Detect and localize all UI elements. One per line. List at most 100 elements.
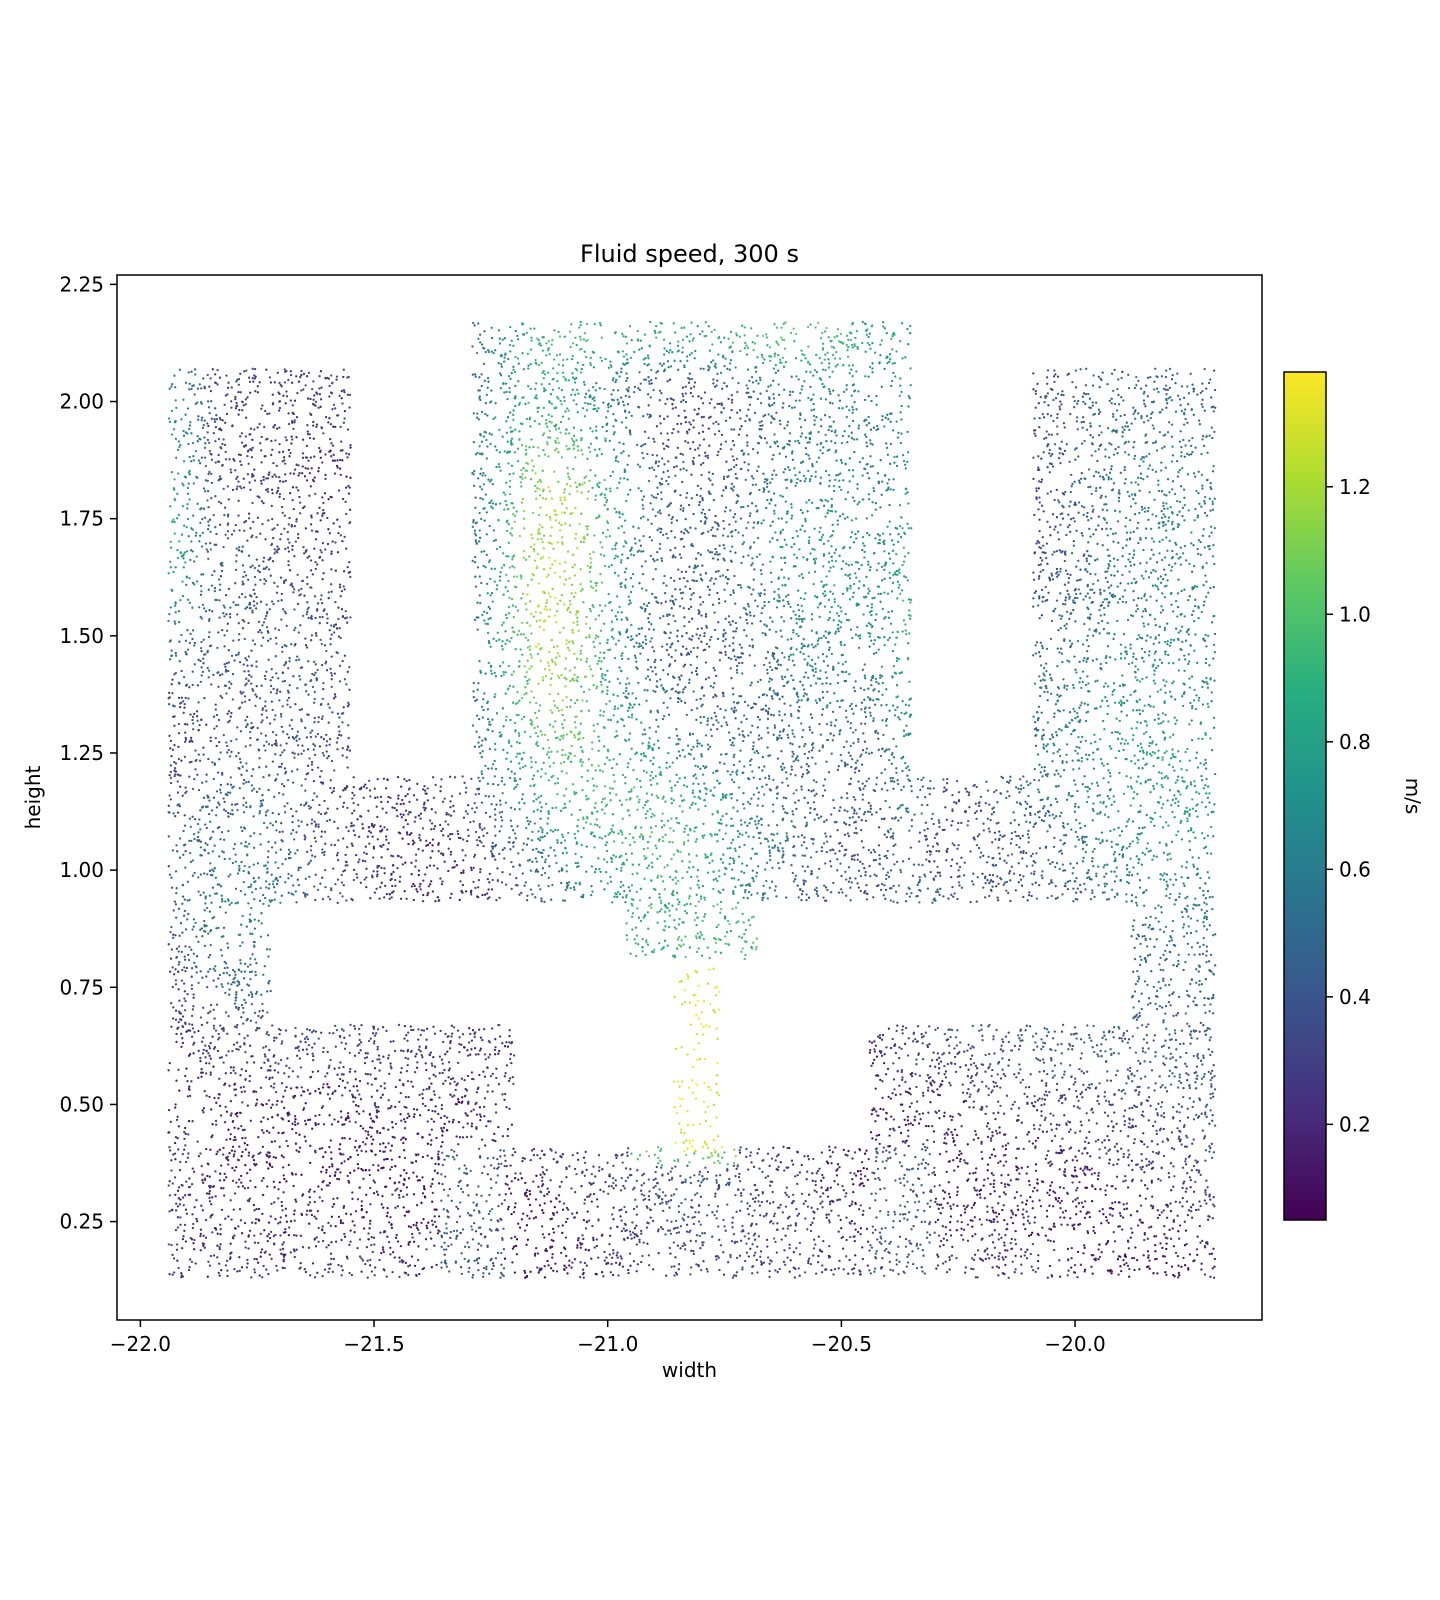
scatter-point — [684, 420, 688, 424]
scatter-point — [346, 565, 349, 569]
scatter-point — [240, 487, 243, 490]
scatter-point — [726, 847, 729, 850]
scatter-point — [202, 487, 206, 490]
scatter-point — [210, 584, 214, 587]
scatter-point — [613, 895, 616, 898]
scatter-point — [556, 841, 559, 844]
scatter-point — [167, 835, 170, 838]
scatter-point — [574, 882, 578, 885]
scatter-point — [200, 1023, 204, 1027]
scatter-point — [178, 368, 181, 371]
scatter-point — [241, 564, 245, 567]
scatter-point — [253, 898, 256, 901]
scatter-point — [365, 786, 368, 790]
scatter-point — [723, 381, 726, 385]
scatter-point — [238, 1032, 241, 1036]
scatter-point — [234, 902, 237, 905]
scatter-point — [330, 887, 333, 890]
scatter-point — [328, 532, 332, 535]
scatter-point — [223, 443, 227, 447]
scatter-point — [258, 697, 262, 700]
scatter-point — [192, 722, 195, 725]
scatter-point — [226, 1032, 229, 1035]
scatter-point — [239, 730, 243, 733]
scatter-point — [482, 471, 485, 475]
scatter-point — [321, 876, 324, 879]
scatter-point — [769, 560, 772, 563]
scatter-point — [176, 780, 179, 783]
scatter-point — [556, 645, 559, 648]
scatter-point — [422, 803, 426, 806]
scatter-point — [259, 805, 262, 808]
scatter-point — [228, 974, 231, 977]
scatter-point — [337, 839, 340, 842]
scatter-point — [189, 558, 192, 562]
scatter-point — [431, 776, 435, 779]
scatter-point — [288, 684, 291, 687]
scatter-point — [312, 424, 315, 427]
scatter-point — [280, 894, 283, 897]
scatter-point — [310, 514, 313, 517]
scatter-point — [813, 423, 816, 426]
scatter-point — [352, 829, 355, 832]
scatter-point — [241, 627, 245, 630]
scatter-point — [187, 471, 191, 474]
scatter-point — [648, 344, 651, 347]
scatter-point — [264, 749, 267, 752]
scatter-point — [460, 890, 463, 893]
scatter-point — [567, 409, 570, 412]
scatter-point — [388, 897, 391, 900]
scatter-point — [245, 416, 248, 419]
scatter-point — [265, 765, 268, 768]
scatter-point — [599, 870, 602, 874]
scatter-point — [254, 970, 257, 974]
scatter-point — [243, 1090, 246, 1093]
scatter-point — [260, 631, 263, 634]
scatter-point — [342, 801, 346, 805]
scatter-point — [264, 488, 268, 492]
scatter-point — [236, 901, 239, 904]
scatter-point — [311, 768, 314, 772]
scatter-point — [864, 819, 868, 822]
scatter-point — [248, 1044, 252, 1047]
scatter-point — [372, 847, 376, 850]
scatter-point — [905, 711, 908, 714]
scatter-point — [352, 776, 355, 779]
scatter-point — [301, 506, 305, 510]
scatter-point — [244, 801, 248, 804]
scatter-point — [189, 632, 192, 636]
scatter-point — [380, 881, 383, 884]
scatter-point — [384, 787, 388, 790]
scatter-point — [225, 1176, 228, 1179]
scatter-point — [235, 547, 238, 550]
scatter-point — [229, 715, 232, 718]
scatter-point — [314, 560, 317, 564]
scatter-point — [516, 691, 519, 694]
scatter-point — [891, 379, 894, 383]
scatter-point — [835, 474, 838, 477]
scatter-point — [242, 404, 245, 407]
scatter-point — [526, 352, 530, 356]
scatter-point — [228, 857, 231, 860]
scatter-point — [259, 442, 262, 445]
scatter-point — [246, 539, 249, 542]
scatter-point — [224, 1011, 228, 1014]
scatter-point — [169, 1120, 172, 1124]
scatter-point — [320, 781, 323, 784]
scatter-point — [270, 668, 273, 671]
scatter-point — [314, 823, 318, 826]
scatter-point — [200, 1204, 203, 1207]
scatter-point — [755, 815, 759, 818]
scatter-point — [295, 486, 298, 489]
scatter-point — [344, 853, 347, 857]
scatter-point — [342, 570, 346, 573]
scatter-point — [245, 1266, 249, 1269]
scatter-point — [486, 728, 489, 731]
scatter-point — [280, 782, 284, 786]
scatter-point — [524, 476, 527, 479]
scatter-point — [729, 330, 733, 334]
scatter-point — [224, 670, 228, 673]
scatter-point — [202, 1244, 205, 1247]
scatter-point — [171, 985, 174, 989]
scatter-point — [170, 1243, 173, 1247]
